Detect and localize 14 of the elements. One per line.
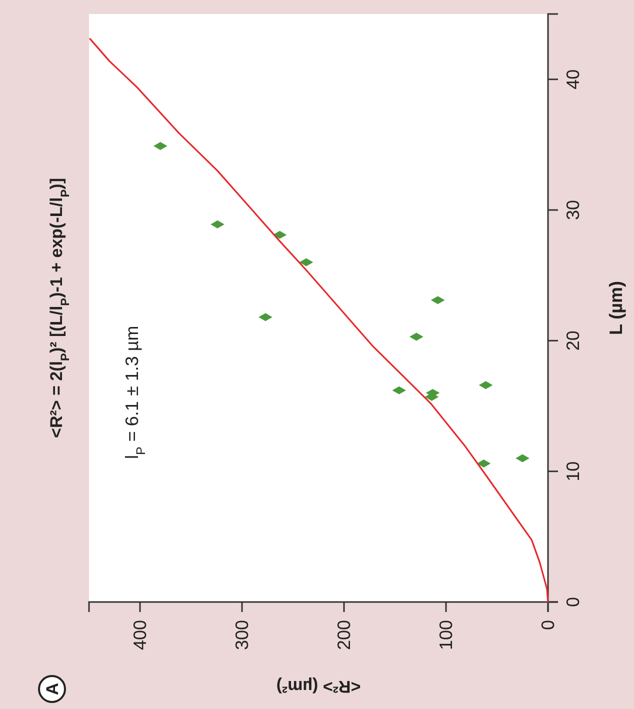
y-tick-label: 10 [562,461,583,482]
x-tick-label: 100 [436,620,456,650]
y-tick-label: 40 [562,69,583,90]
y-tick-label: 0 [562,596,583,608]
x-axis-title: <R²> (µm²) [276,677,361,696]
y-axis-title: L (µm) [606,280,626,336]
x-tick-label: 0 [538,620,558,630]
x-tick-label: 400 [130,620,150,650]
x-tick-label: 300 [232,620,252,650]
y-tick-label: 30 [562,200,583,220]
x-tick-label: 200 [334,620,354,650]
y-tick-label: 20 [562,330,583,351]
text: A [43,682,62,696]
line-series [89,38,549,603]
